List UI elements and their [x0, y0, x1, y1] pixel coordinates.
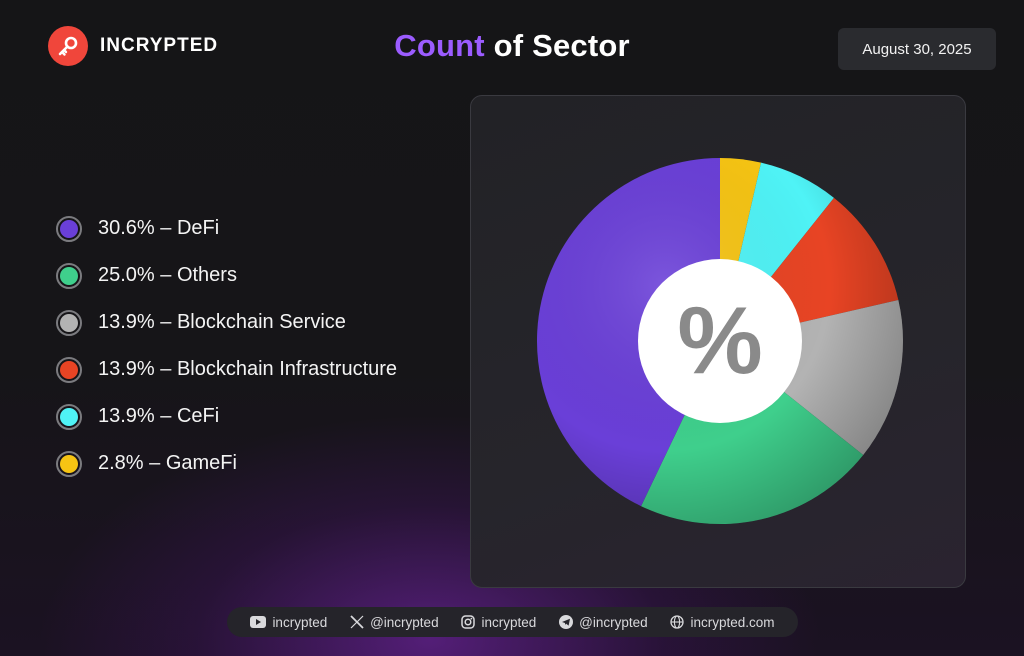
legend-label: 13.9% – Blockchain Infrastructure	[98, 358, 398, 380]
legend-swatch-gamefi	[56, 450, 82, 477]
chart-legend: 30.6% – DeFi 25.0% – Others 13.9% – Bloc…	[56, 205, 397, 487]
legend-label: 2.8% – GameFi	[98, 452, 237, 474]
page-title: Count of Sector	[0, 28, 1024, 64]
date-text: August 30, 2025	[862, 40, 972, 58]
legend-swatch-defi	[56, 215, 82, 242]
footer-youtube-label: incrypted	[272, 614, 328, 630]
title-accent: Count	[394, 28, 485, 63]
footer-x-label: @incrypted	[370, 614, 439, 630]
legend-swatch-others	[56, 262, 82, 289]
footer-x[interactable]: @incrypted	[350, 614, 439, 630]
legend-item-cefi: 13.9% – CeFi	[56, 393, 397, 440]
youtube-icon	[250, 616, 267, 628]
chart-card: %	[470, 95, 966, 588]
legend-label: 25.0% – Others	[98, 264, 237, 286]
legend-item-defi: 30.6% – DeFi	[56, 205, 397, 252]
globe-icon	[670, 615, 685, 629]
footer-youtube[interactable]: incrypted	[250, 615, 327, 630]
brand-logo[interactable]: INCRYPTED	[48, 26, 218, 66]
title-rest: of Sector	[493, 28, 630, 63]
footer-website[interactable]: incrypted.com	[670, 614, 775, 630]
telegram-icon	[559, 615, 574, 629]
legend-label: 30.6% – DeFi	[98, 217, 220, 239]
x-icon	[350, 615, 364, 629]
pie-center-label: %	[677, 288, 762, 395]
key-icon	[48, 26, 88, 66]
footer-instagram-label: incrypted	[481, 614, 537, 630]
instagram-icon	[461, 615, 476, 629]
footer-instagram[interactable]: incrypted	[461, 615, 536, 630]
legend-item-blockchain-service: 13.9% – Blockchain Service	[56, 299, 397, 346]
footer-telegram-label: @incrypted	[579, 614, 648, 630]
footer-telegram[interactable]: @incrypted	[559, 614, 648, 630]
brand-name: INCRYPTED	[100, 35, 219, 56]
legend-item-gamefi: 2.8% – GameFi	[56, 440, 397, 487]
legend-label: 13.9% – Blockchain Service	[98, 311, 346, 333]
social-footer: incrypted @incrypted incrypted @incrypte…	[227, 607, 798, 637]
footer-website-label: incrypted.com	[690, 614, 775, 630]
pie-chart: %	[537, 158, 903, 524]
legend-swatch-blockchain-infrastructure	[56, 356, 82, 383]
date-badge: August 30, 2025	[838, 28, 996, 70]
legend-item-blockchain-infrastructure: 13.9% – Blockchain Infrastructure	[56, 346, 397, 393]
legend-swatch-cefi	[56, 403, 82, 430]
legend-label: 13.9% – CeFi	[98, 405, 220, 427]
legend-item-others: 25.0% – Others	[56, 252, 397, 299]
pie-center	[638, 259, 802, 423]
legend-swatch-blockchain-service	[56, 309, 82, 336]
